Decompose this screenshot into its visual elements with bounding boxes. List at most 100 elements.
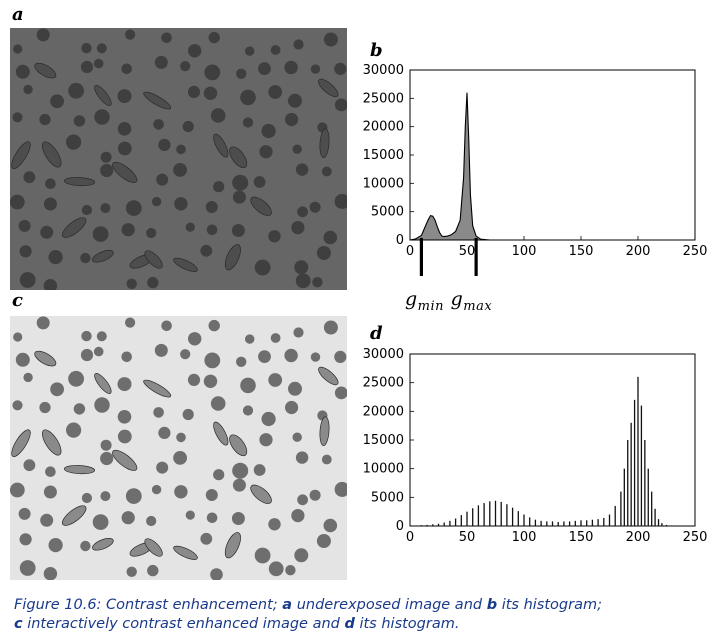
disc-particle xyxy=(92,514,109,530)
disc-particle xyxy=(15,352,30,367)
disc-particle xyxy=(43,197,57,211)
seed-particle xyxy=(213,133,229,158)
disc-particle xyxy=(126,566,137,577)
y-tick-label: 10000 xyxy=(363,176,404,191)
disc-particle xyxy=(204,352,221,369)
disc-particle xyxy=(295,451,309,464)
disc-particle xyxy=(240,89,256,106)
disc-particle xyxy=(100,451,114,466)
disc-particle xyxy=(125,200,142,217)
disc-particle xyxy=(254,547,271,564)
y-tick-label: 5000 xyxy=(371,490,404,505)
caption-line-2: c interactively contrast enhanced image … xyxy=(14,615,704,634)
disc-particle xyxy=(36,28,50,42)
seed-particle xyxy=(318,78,339,98)
disc-particle xyxy=(39,113,51,126)
disc-particle xyxy=(43,485,57,499)
disc-particle xyxy=(96,43,107,54)
disc-particle xyxy=(158,426,171,439)
disc-particle xyxy=(297,494,308,506)
seed-particle xyxy=(63,465,96,475)
disc-particle xyxy=(232,174,249,191)
disc-particle xyxy=(40,513,54,527)
x-tick-label: 50 xyxy=(459,530,476,544)
x-tick-label: 50 xyxy=(459,244,476,259)
disc-particle xyxy=(231,512,245,525)
disc-particle xyxy=(121,63,132,75)
disc-particle xyxy=(153,119,164,130)
disc-particle xyxy=(73,115,86,127)
disc-particle xyxy=(10,482,25,498)
disc-particle xyxy=(270,333,281,343)
disc-particle xyxy=(293,327,304,338)
disc-particle xyxy=(334,350,347,363)
plot-frame xyxy=(409,69,696,241)
disc-particle xyxy=(94,397,110,413)
disc-particle xyxy=(334,481,347,497)
disc-particle xyxy=(174,485,188,499)
disc-particle xyxy=(213,469,225,481)
disc-particle xyxy=(323,32,338,47)
disc-particle xyxy=(206,512,218,524)
disc-particle xyxy=(100,203,111,214)
disc-particle xyxy=(80,348,94,362)
disc-particle xyxy=(121,223,135,237)
disc-particle xyxy=(261,411,276,427)
disc-particle xyxy=(73,403,86,415)
seed-particle xyxy=(250,196,272,216)
seed-particle xyxy=(112,449,138,471)
disc-particle xyxy=(151,484,162,495)
disc-particle xyxy=(13,332,23,342)
disc-particle xyxy=(253,464,266,476)
disc-particle xyxy=(117,377,132,392)
disc-particle xyxy=(294,548,309,563)
disc-particle xyxy=(48,538,63,553)
disc-particle xyxy=(288,381,302,396)
y-tick-label: 30000 xyxy=(363,63,404,78)
disc-particle xyxy=(23,84,33,95)
y-tick-label: 5000 xyxy=(371,205,404,220)
gmin-gmax-label: gmin gmax xyxy=(405,288,492,314)
x-tick-label: 100 xyxy=(512,244,537,259)
disc-particle xyxy=(100,151,112,163)
disc-particle xyxy=(117,122,132,136)
disc-particle xyxy=(285,400,299,415)
y-tick-label: 0 xyxy=(396,233,404,248)
disc-particle xyxy=(43,279,58,290)
disc-particle xyxy=(316,246,331,260)
figure-caption: Figure 10.6: Contrast enhancement; a und… xyxy=(14,596,704,634)
x-tick-label: 100 xyxy=(512,530,537,544)
disc-particle xyxy=(206,224,218,236)
disc-particle xyxy=(81,204,92,216)
disc-particle xyxy=(323,230,338,245)
disc-particle xyxy=(80,540,91,552)
disc-particle xyxy=(268,518,281,531)
seed-particle xyxy=(63,177,96,187)
disc-particle xyxy=(268,85,283,99)
panel-label-a: a xyxy=(12,4,24,25)
y-tick-label: 25000 xyxy=(363,91,404,106)
disc-particle xyxy=(204,64,221,81)
caption-ref-b: b xyxy=(486,597,498,613)
disc-particle xyxy=(321,454,332,465)
histogram-area xyxy=(409,92,490,241)
disc-particle xyxy=(231,224,245,237)
seed-particle xyxy=(229,434,248,457)
disc-particle xyxy=(292,432,302,442)
disc-particle xyxy=(40,225,54,239)
disc-particle xyxy=(125,488,142,504)
seed-particle xyxy=(92,538,114,551)
disc-particle xyxy=(45,178,56,189)
disc-particle xyxy=(268,561,284,577)
disc-particle xyxy=(312,277,323,288)
disc-particle xyxy=(291,509,305,523)
disc-particle xyxy=(310,352,321,362)
histogram-d: 0 5000 10000 15000 20000 25000 30000 0 50 100 150 2… xyxy=(363,347,707,544)
x-tick-label: 200 xyxy=(626,530,651,544)
disc-particle xyxy=(334,62,347,75)
disc-particle xyxy=(93,58,104,69)
disc-particle xyxy=(117,410,132,424)
disc-particle xyxy=(45,466,56,477)
disc-particle xyxy=(295,273,311,289)
disc-particle xyxy=(284,348,298,363)
